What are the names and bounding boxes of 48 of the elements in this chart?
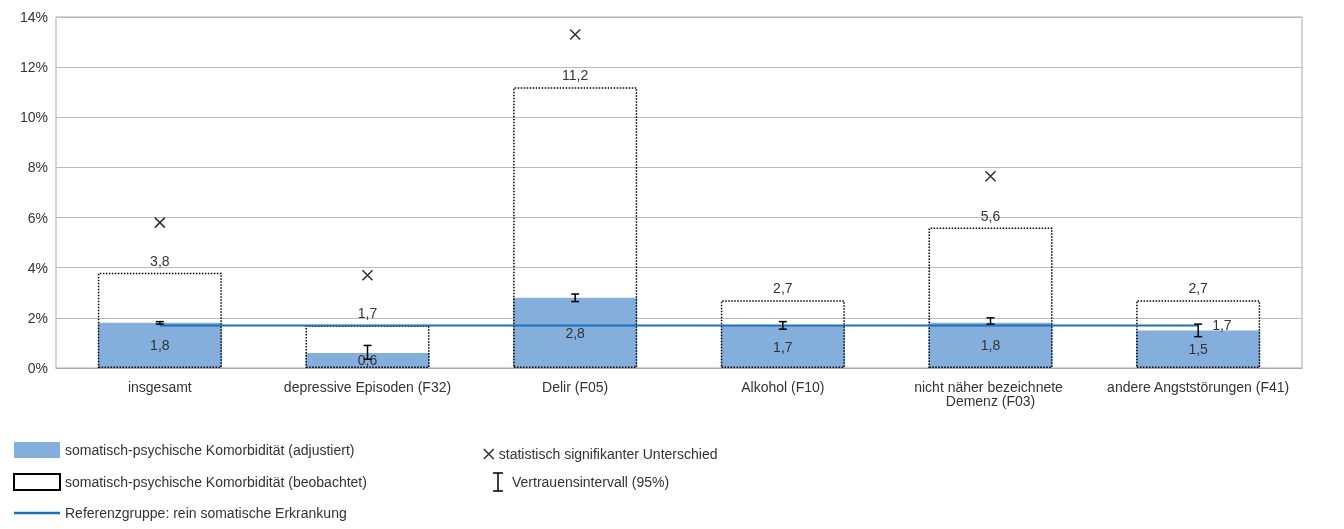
data-label: 1,8	[150, 337, 170, 354]
y-tick-label: 6%	[27, 209, 48, 226]
y-tick-label: 4%	[27, 259, 48, 276]
data-label: 1,7	[357, 305, 378, 322]
y-tick-label: 2%	[27, 309, 48, 326]
bar	[928, 227, 1053, 368]
y-tick-label: 14%	[19, 9, 48, 25]
x-tick-label: Delir (F05)	[542, 379, 609, 395]
bar	[305, 325, 430, 368]
data-label: 5,6	[980, 207, 1001, 224]
point	[984, 170, 997, 182]
bar	[513, 87, 638, 368]
legend-label: statistisch signifikanter Unterschied	[498, 446, 718, 462]
x-tick-label: depressive Episoden (F32)	[283, 379, 452, 395]
x-tick-label: Alkohol (F10)	[741, 379, 825, 395]
bar	[720, 300, 845, 368]
bar	[97, 322, 222, 368]
bar	[928, 322, 1053, 368]
bar	[1136, 300, 1261, 368]
y-tick-label: 12%	[19, 59, 48, 76]
legend-label: somatisch-psychische Komorbidität (beobachtet)	[65, 474, 367, 490]
point	[569, 28, 581, 41]
bar	[1136, 330, 1261, 368]
data-label: 1,7	[1212, 317, 1232, 334]
legend-label: somatisch-psychische Komorbidität (adjustiert)	[65, 442, 355, 458]
data-label: 2,7	[1188, 280, 1209, 297]
x-tick-label: nicht näher bezeichnete Demenz (F03)	[914, 379, 1067, 409]
y-tick-label: 0%	[27, 360, 48, 376]
bar	[305, 352, 430, 368]
y-tick-label: 8%	[27, 159, 48, 176]
data-label: 2,8	[565, 324, 586, 341]
data-label: 3,8	[150, 252, 170, 269]
data-label: 1,5	[1188, 341, 1209, 358]
data-label: 1,7	[773, 338, 793, 355]
point	[154, 216, 166, 229]
x-tick-label: andere Angststörungen (F41)	[1107, 379, 1290, 395]
data-label: 0,6	[357, 352, 378, 369]
point	[361, 269, 374, 282]
y-tick-label: 10%	[19, 109, 48, 126]
x-tick-label: insgesamt	[127, 379, 192, 395]
bar	[513, 297, 638, 368]
data-label: 2,7	[773, 280, 793, 297]
text: Vertrauensintervall (95%)	[512, 474, 670, 490]
data-label: 11,2	[562, 67, 589, 84]
bar	[720, 325, 845, 368]
data-label: 1,8	[980, 337, 1001, 354]
bar	[97, 272, 222, 368]
legend-label: Referenzgruppe: rein somatische Erkrankung	[65, 505, 347, 521]
